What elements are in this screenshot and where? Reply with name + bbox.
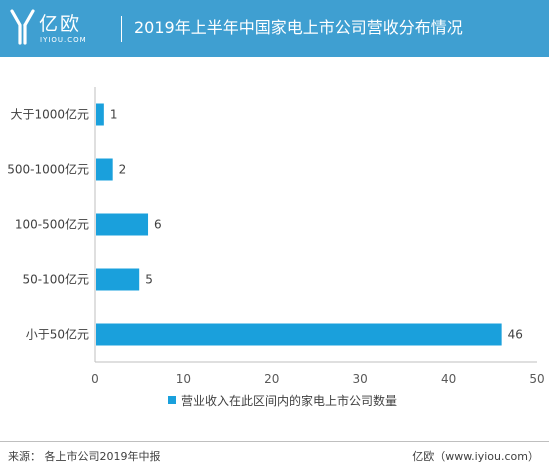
legend-label: 营业收入在此区间内的家电上市公司数量 — [181, 393, 397, 408]
category-label: 500-1000亿元 — [7, 162, 89, 177]
category-label: 50-100亿元 — [22, 272, 89, 287]
header-divider — [121, 16, 122, 42]
x-tick-label: 30 — [353, 372, 368, 386]
x-tick-label: 0 — [91, 372, 99, 386]
x-tick-label: 50 — [529, 372, 544, 386]
yiou-logo-icon — [10, 9, 35, 45]
data-label: 1 — [110, 108, 118, 122]
category-label: 大于1000亿元 — [10, 107, 89, 122]
header-banner: 亿欧 IYIOU.COM 2019年上半年中国家电上市公司营收分布情况 — [0, 0, 549, 57]
data-label: 2 — [119, 163, 127, 177]
data-label: 6 — [154, 218, 162, 232]
data-label: 5 — [145, 273, 153, 287]
brand-logo: 亿欧 IYIOU.COM — [10, 6, 128, 50]
bar — [96, 103, 104, 126]
brand-domain: IYIOU.COM — [40, 36, 87, 44]
legend-swatch — [168, 396, 176, 404]
category-label: 小于50亿元 — [26, 327, 89, 342]
brand-name: 亿欧 — [39, 13, 82, 35]
chart-title: 2019年上半年中国家电上市公司营收分布情况 — [134, 18, 463, 37]
bar — [96, 268, 140, 291]
x-tick-label: 20 — [264, 372, 279, 386]
x-tick-label: 40 — [441, 372, 456, 386]
bar — [96, 158, 113, 181]
bar — [96, 323, 502, 346]
bar-chart: 0 10 20 30 40 50 大于1000亿元 1 500-1000亿元 2 100-500亿元… — [7, 87, 545, 408]
source-note: 来源： 各上市公司2019年中报 — [8, 450, 161, 463]
footer-divider — [0, 441, 549, 442]
category-label: 100-500亿元 — [15, 217, 89, 232]
site-credit: 亿欧（www.iyiou.com） — [412, 450, 539, 463]
bar — [96, 213, 149, 236]
data-label: 46 — [508, 328, 523, 342]
x-tick-label: 10 — [176, 372, 191, 386]
